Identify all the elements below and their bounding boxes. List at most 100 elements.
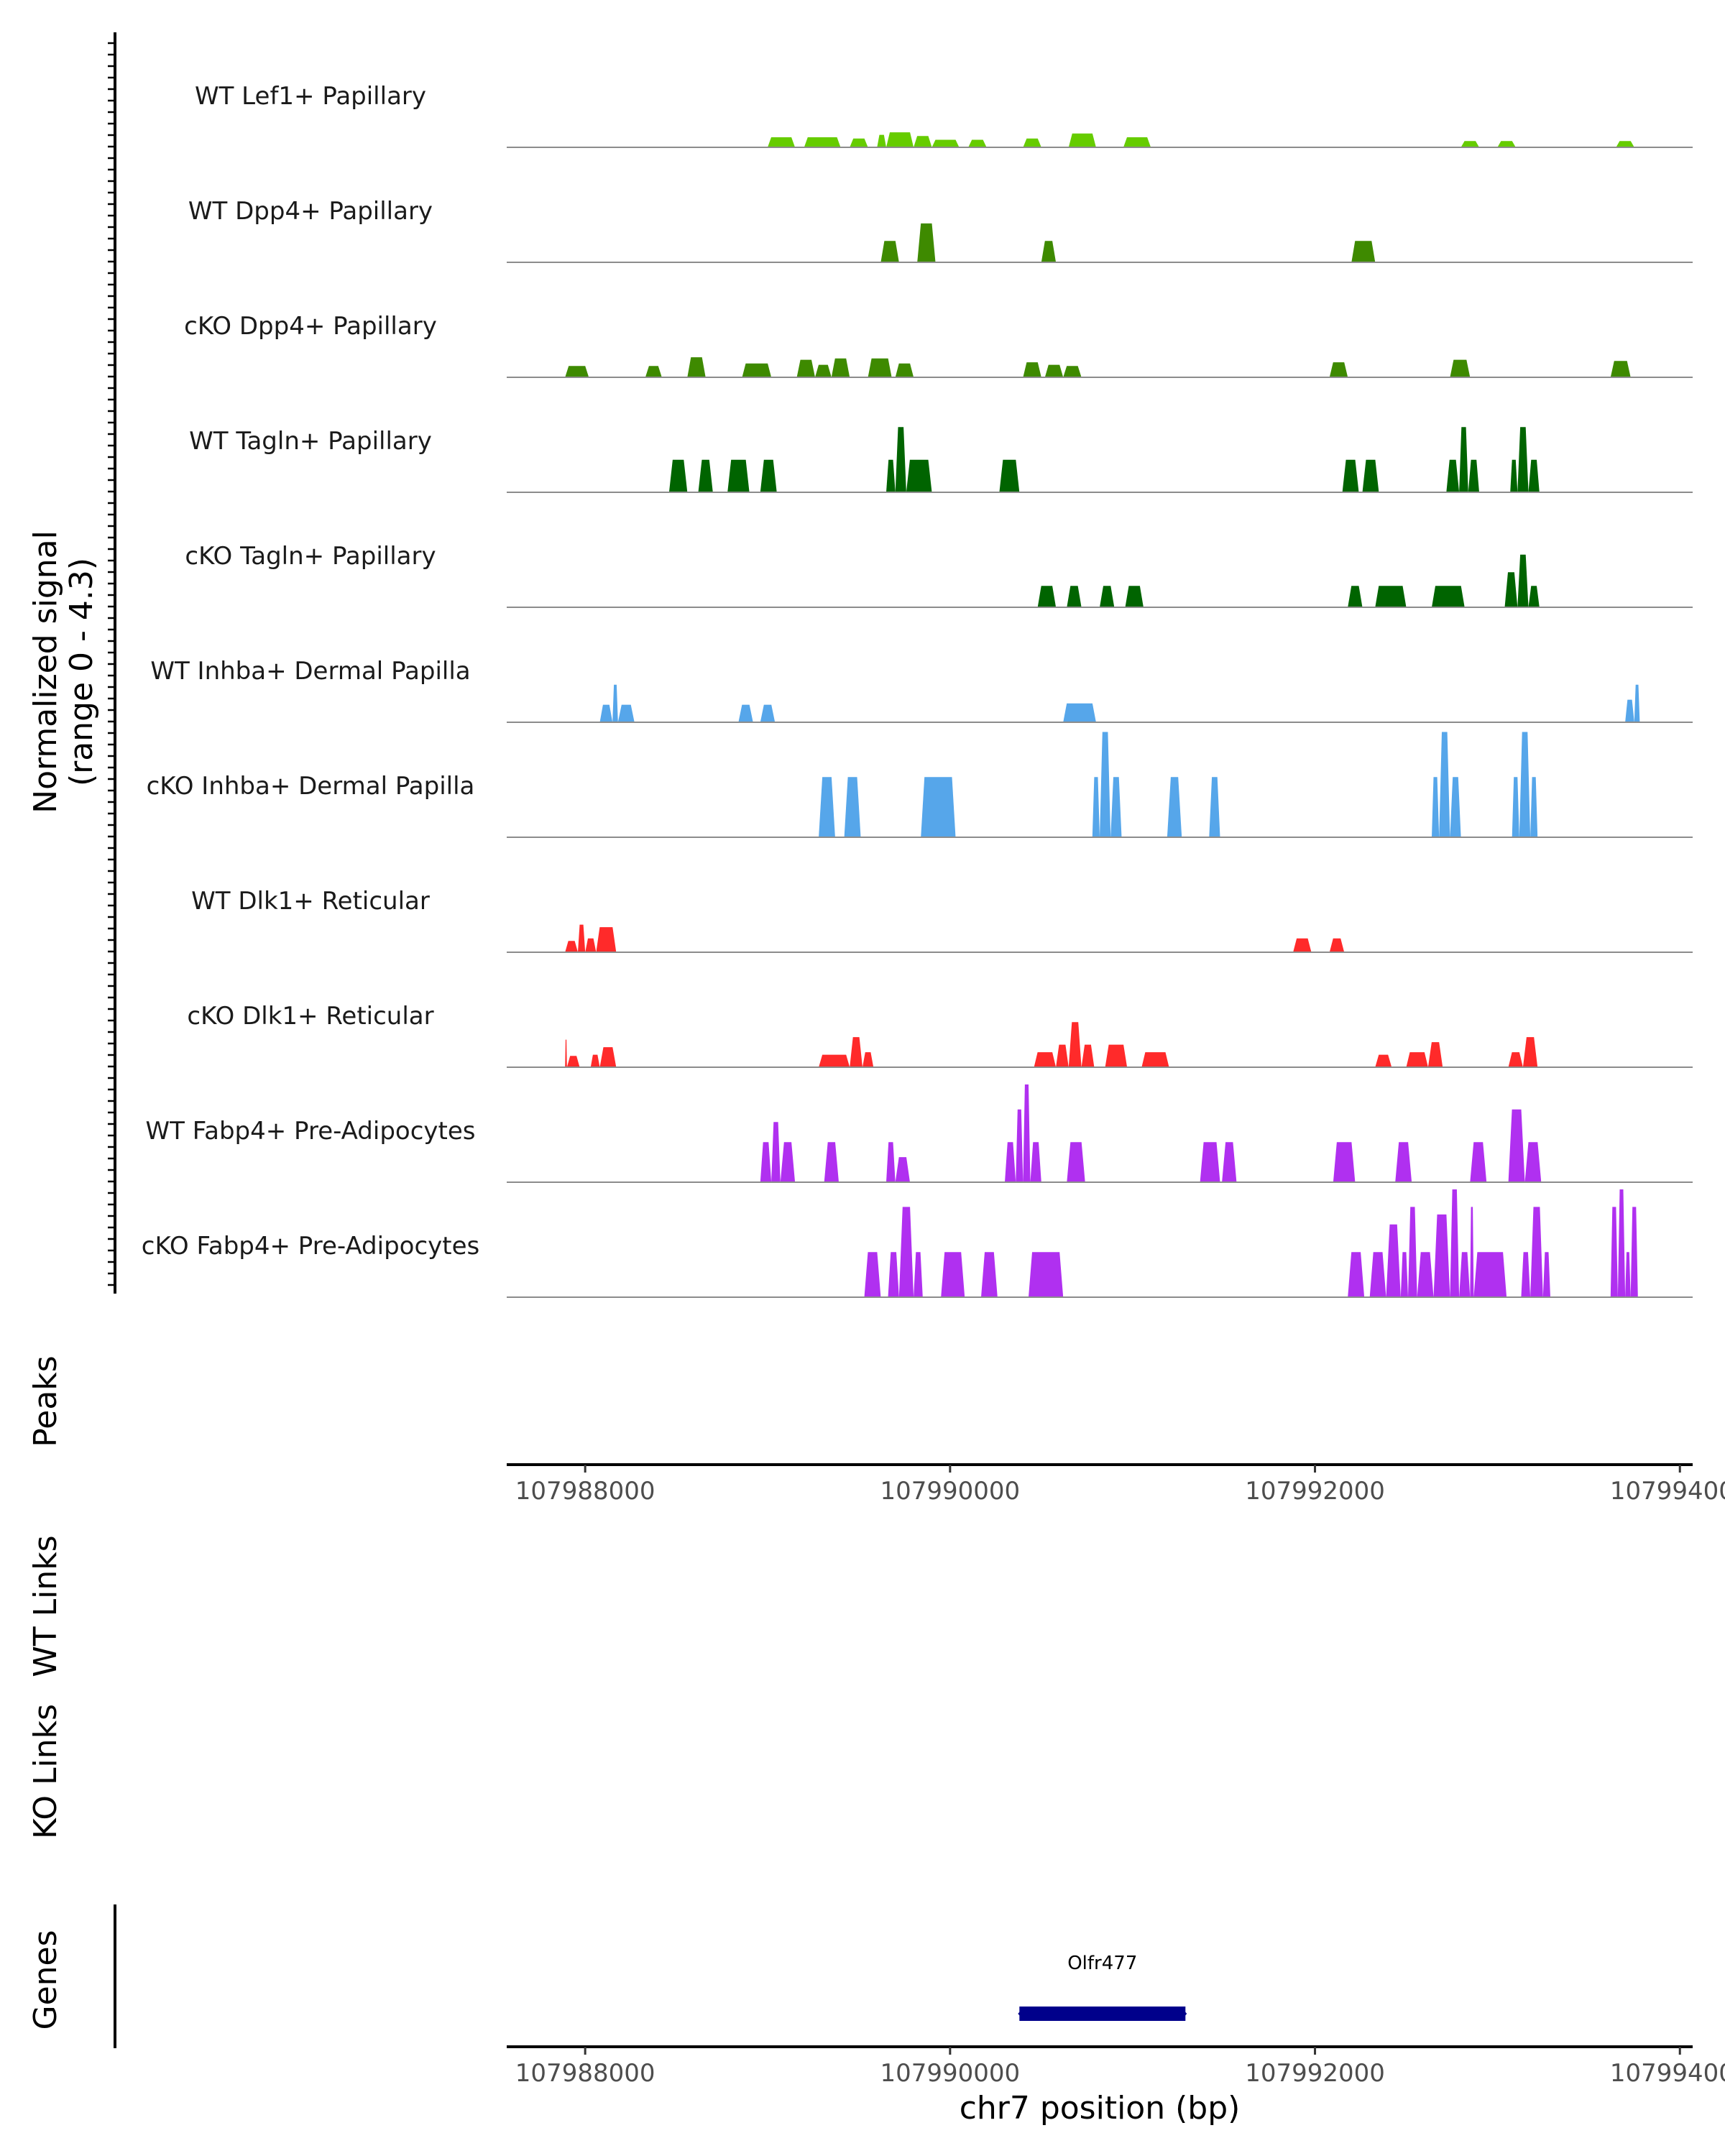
signal-peak: [1517, 554, 1529, 607]
signal-peak: [1068, 1022, 1082, 1067]
signal-peak: [1030, 1142, 1041, 1182]
signal-peak: [727, 459, 750, 492]
signal-peak: [698, 459, 713, 492]
signal-peak: [1610, 361, 1631, 377]
signal-peak: [1068, 133, 1096, 147]
signal-peak: [898, 1207, 914, 1297]
signal-peak: [1100, 586, 1115, 607]
signal-peak: [565, 941, 578, 952]
signal-peak: [1617, 1189, 1626, 1297]
x-tick-label: 107988000: [515, 1477, 656, 1506]
signal-peak: [819, 777, 835, 837]
signal-peak: [877, 134, 886, 147]
signal-peak: [1167, 777, 1182, 837]
signal-peak: [1395, 1142, 1412, 1182]
track-label: cKO Fabp4+ Pre-Adipocytes: [142, 1232, 480, 1261]
signal-peak: [1408, 1207, 1417, 1297]
signal-peak: [1542, 1252, 1550, 1297]
signal-peak: [1400, 1252, 1408, 1297]
signal-peak: [1432, 586, 1465, 607]
x-tick-label: 107992000: [1245, 1477, 1385, 1506]
x-tick-label: 107994000: [1610, 1477, 1725, 1506]
track-5: cKO Tagln+ Papillary: [185, 542, 1693, 608]
signal-peak: [1528, 459, 1540, 492]
signal-peak: [906, 459, 932, 492]
signal-peak: [596, 927, 617, 952]
track-label: WT Fabp4+ Pre-Adipocytes: [146, 1117, 476, 1146]
genes-x-axis: 107988000 107990000 107992000 107994000: [507, 2045, 1725, 2088]
signal-peak: [1016, 1109, 1024, 1182]
signal-peak: [895, 427, 906, 492]
signal-peak: [1293, 938, 1312, 952]
signal-peak: [1067, 586, 1082, 607]
signal-peak: [1450, 1189, 1460, 1297]
signal-peak: [824, 1142, 839, 1182]
genes-track: Olfr477: [1018, 1953, 1187, 2021]
signal-peak: [565, 1039, 567, 1067]
ko-links-label: KO Links: [27, 1704, 64, 1839]
peaks-x-axis: 107988000 107990000 107992000 107994000: [507, 1463, 1725, 1506]
signal-peak: [1067, 1142, 1085, 1182]
signal-peak: [612, 684, 618, 722]
signal-peak: [1610, 1207, 1618, 1297]
gene-body: [1019, 2007, 1186, 2021]
signal-peak: [819, 1054, 850, 1067]
signal-peak: [1450, 777, 1461, 837]
coverage-tracks: WT Lef1+ Papillary WT Dpp4+ Papillary cKO …: [142, 82, 1693, 1298]
signal-peak: [1630, 1207, 1638, 1297]
signal-peak: [1470, 1207, 1474, 1297]
signal-peak: [1460, 141, 1479, 147]
signal-peak: [1342, 459, 1359, 492]
signal-peak: [687, 357, 706, 377]
track-9: cKO Dlk1+ Reticular: [187, 1002, 1693, 1068]
gene-strand-arrow: [1179, 2007, 1187, 2021]
signal-peak: [1329, 938, 1345, 952]
signal-peak: [565, 366, 589, 377]
signal-peak: [1081, 1044, 1095, 1067]
track-label: cKO Dpp4+ Papillary: [184, 312, 437, 341]
signal-peak: [771, 1122, 781, 1182]
signal-peak: [868, 358, 892, 377]
x-axis-label: chr7 position (bp): [960, 2090, 1241, 2127]
signal-peak: [886, 132, 914, 147]
signal-peak: [1510, 459, 1518, 492]
track-label: cKO Inhba+ Dermal Papilla: [147, 772, 475, 801]
signal-peak: [1110, 777, 1122, 837]
signal-peak: [1504, 572, 1518, 607]
signal-peak: [850, 138, 868, 147]
signal-peak: [1432, 777, 1440, 837]
signal-peak: [1023, 1084, 1031, 1182]
signal-peak: [888, 1252, 899, 1297]
signal-peak: [1634, 684, 1640, 722]
track-10: WT Fabp4+ Pre-Adipocytes: [146, 1084, 1693, 1183]
signal-peak: [1348, 1252, 1365, 1297]
signal-peak: [1446, 459, 1460, 492]
signal-peak: [1023, 138, 1041, 147]
signal-peak: [768, 137, 796, 147]
signal-peak: [895, 1157, 910, 1182]
signal-peak: [1092, 777, 1100, 837]
signal-peak: [815, 364, 832, 377]
track-label: WT Lef1+ Papillary: [195, 82, 426, 111]
signal-peak: [914, 1252, 923, 1297]
signal-peak: [1029, 1252, 1064, 1297]
signal-peak: [895, 363, 914, 377]
signal-peak: [932, 139, 960, 147]
track-label: WT Dlk1+ Reticular: [191, 887, 430, 916]
signal-peak: [738, 704, 753, 722]
signal-peak: [599, 1047, 617, 1067]
signal-peak: [862, 1052, 874, 1067]
signal-peak: [999, 459, 1020, 492]
track-6: WT Inhba+ Dermal Papilla: [150, 657, 1693, 723]
signal-peak: [921, 777, 956, 837]
signal-peak: [1386, 1224, 1401, 1297]
track-8: WT Dlk1+ Reticular: [191, 887, 1693, 953]
signal-peak: [1517, 427, 1529, 492]
signal-peak: [1034, 1052, 1057, 1067]
signal-peak: [566, 1056, 580, 1067]
signal-peak: [1521, 1252, 1531, 1297]
genes-label: Genes: [27, 1930, 64, 2030]
track-1: WT Lef1+ Papillary: [195, 82, 1693, 148]
track-7: cKO Inhba+ Dermal Papilla: [147, 732, 1693, 838]
signal-peak: [1375, 586, 1407, 607]
